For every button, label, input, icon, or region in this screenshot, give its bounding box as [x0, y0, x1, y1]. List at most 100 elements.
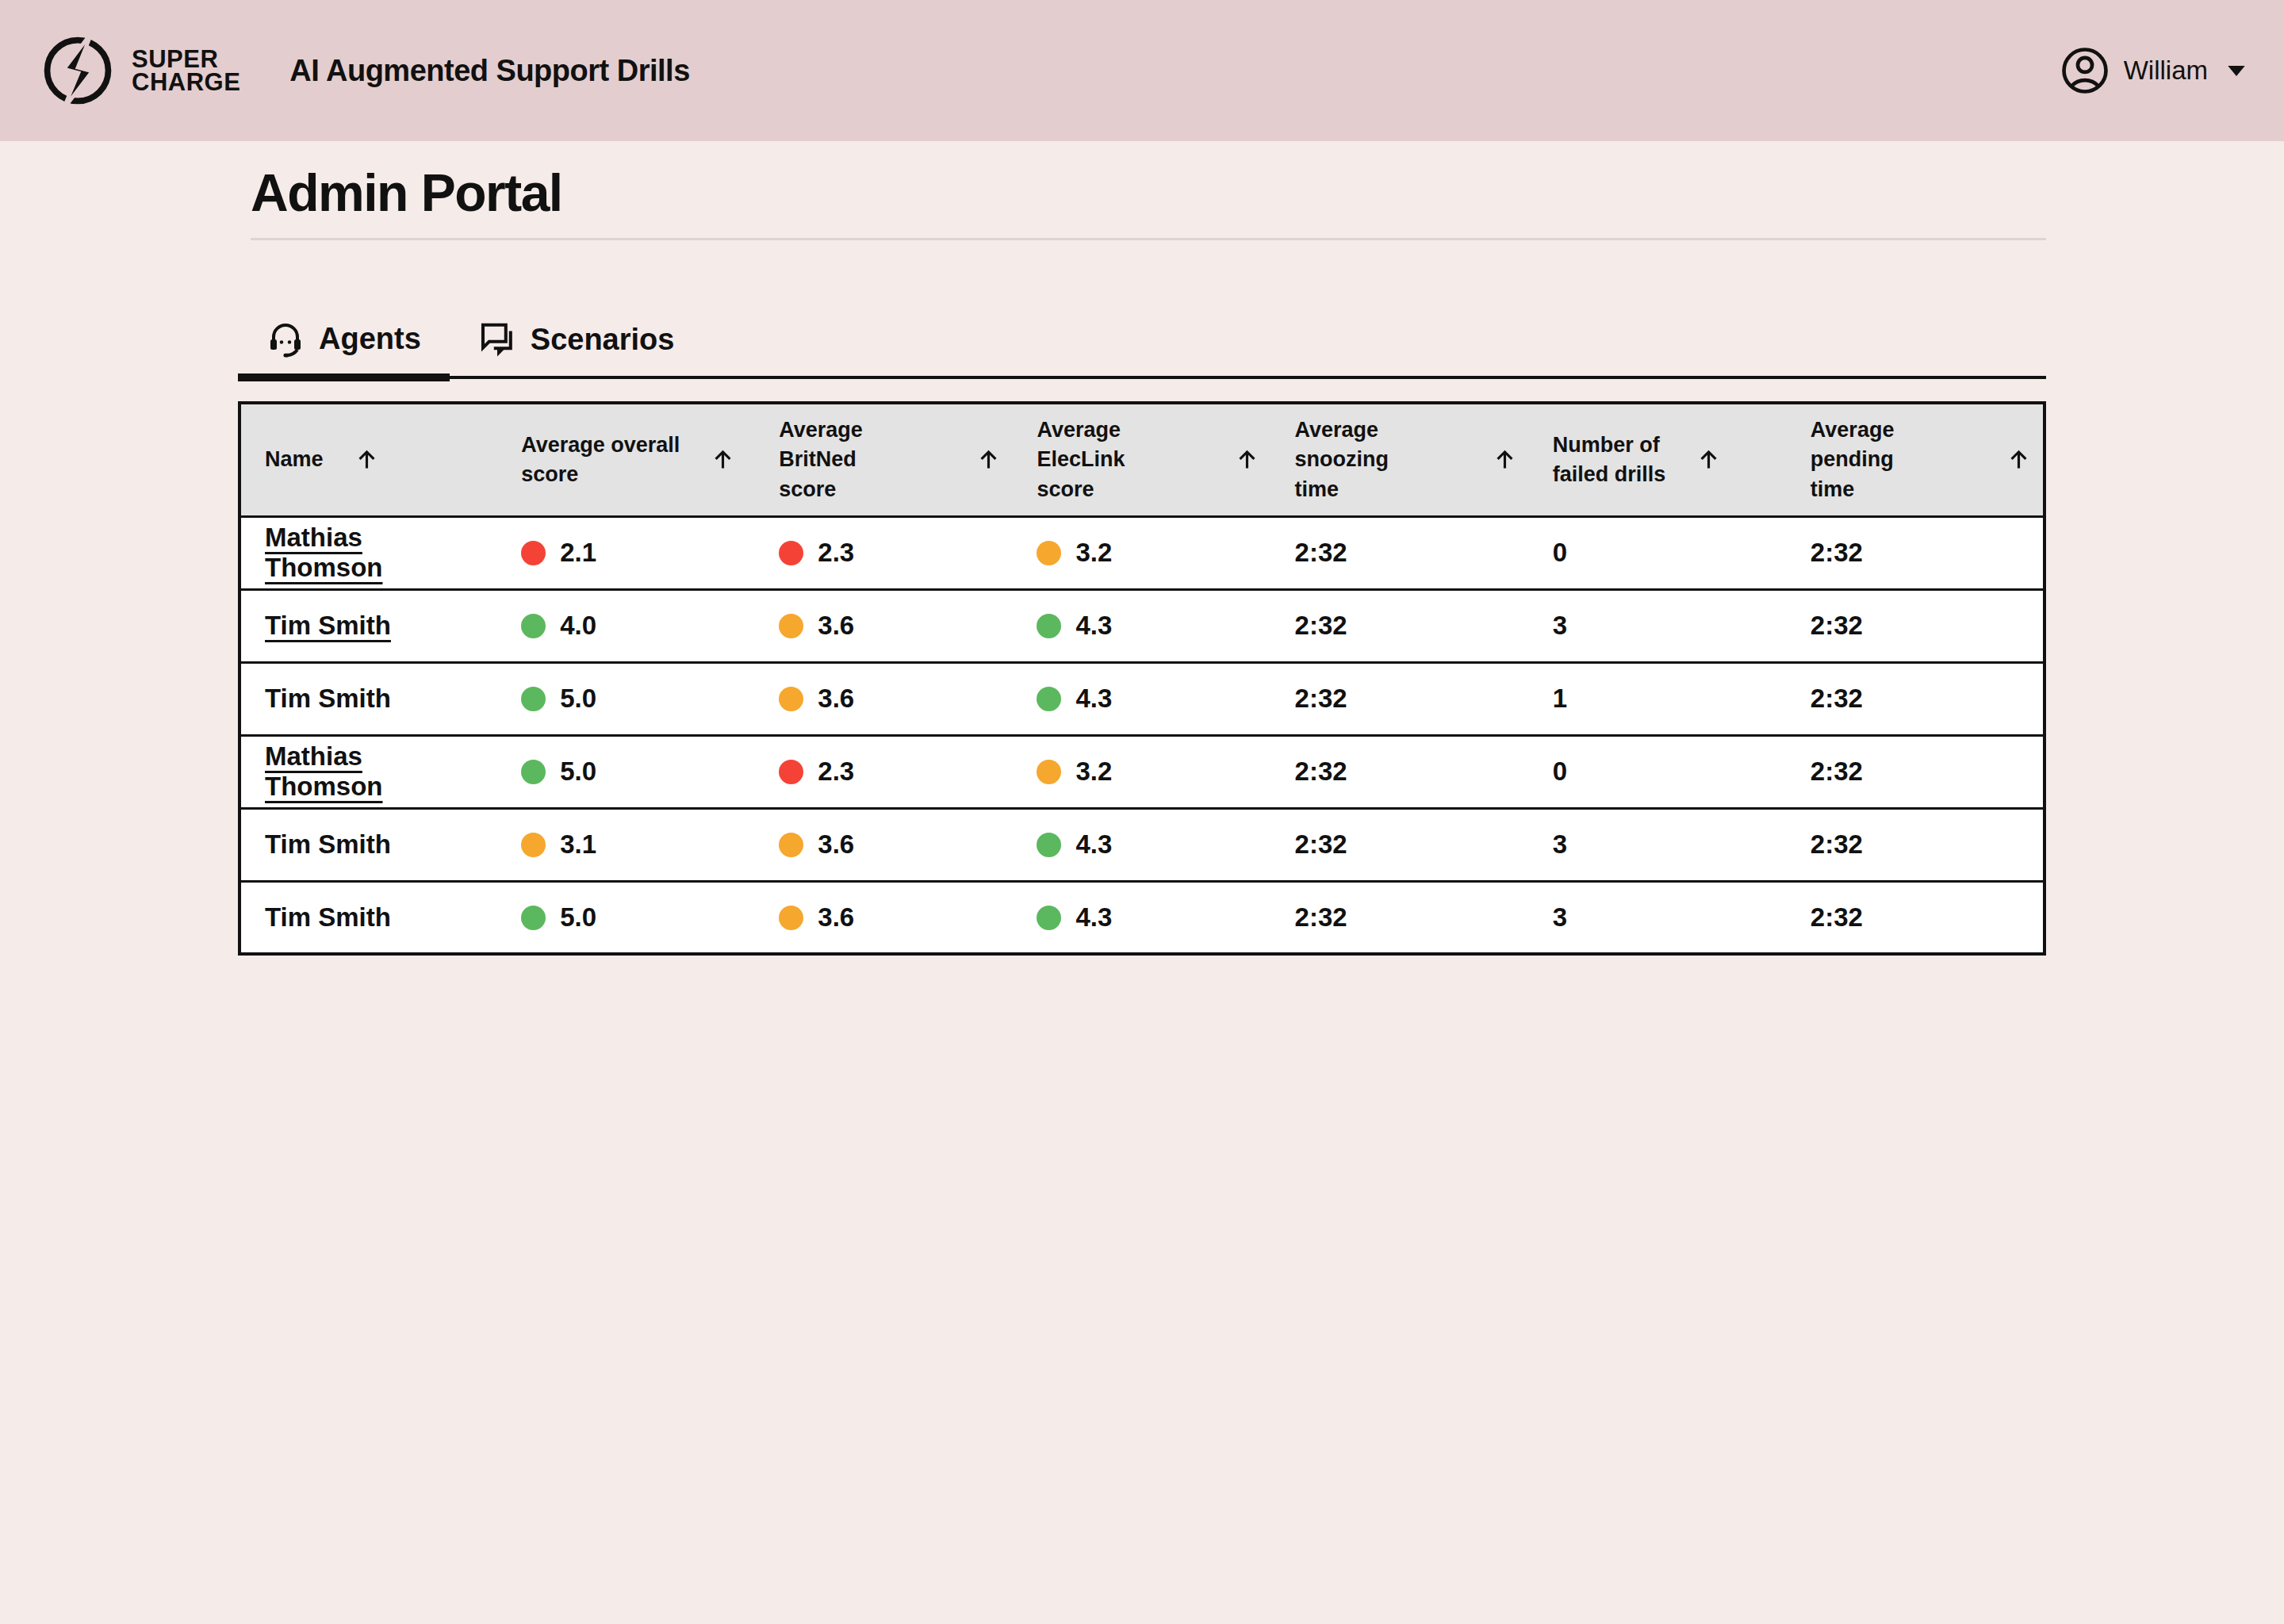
column-label: Number of failed drills: [1553, 431, 1666, 490]
tab-bar: Agents Scenarios: [238, 320, 2046, 379]
sort-arrow-up-icon: [2006, 446, 2032, 473]
overall-score-cell: 4.0: [521, 611, 744, 641]
score-value: 5.0: [560, 684, 596, 714]
agents-table: Name Average overall score Average BritN…: [238, 401, 2046, 956]
tab-scenarios[interactable]: Scenarios: [450, 320, 703, 376]
brand-line1: SUPER: [132, 48, 240, 71]
agent-name: Tim Smith: [265, 684, 391, 714]
failed-drills-cell: 3: [1529, 808, 1787, 881]
status-dot-icon: [521, 906, 546, 930]
chat-icon: [478, 321, 516, 359]
column-label: Average overall score: [521, 431, 680, 490]
column-label: Average BritNed score: [779, 416, 945, 504]
sort-arrow-up-icon: [975, 446, 1002, 473]
brand-line2: CHARGE: [132, 71, 240, 94]
sort-arrow-up-icon: [710, 446, 736, 473]
column-header[interactable]: Number of failed drills: [1529, 403, 1787, 516]
score-value: 4.3: [1075, 902, 1112, 933]
britned-score-cell: 3.6: [779, 829, 1002, 860]
sort-arrow-up-icon: [1696, 446, 1722, 473]
main-content: Admin Portal Agents Scenarios Name Avera…: [0, 167, 2284, 956]
score-value: 3.1: [560, 829, 596, 860]
pending-time-cell: 2:32: [1787, 808, 2044, 881]
brand-logo[interactable]: SUPER CHARGE: [38, 31, 240, 110]
snoozing-time-cell: 2:32: [1271, 735, 1529, 808]
snoozing-time-cell: 2:32: [1271, 516, 1529, 589]
agent-name[interactable]: Mathias Thomson: [265, 523, 486, 583]
column-header[interactable]: Average pending time: [1787, 403, 2044, 516]
column-header[interactable]: Average overall score: [497, 403, 755, 516]
support-agent-icon: [266, 320, 305, 358]
status-dot-icon: [779, 833, 803, 857]
agent-name: Tim Smith: [265, 902, 391, 933]
status-dot-icon: [1037, 906, 1061, 930]
overall-score-cell: 5.0: [521, 902, 744, 933]
overall-score-cell: 3.1: [521, 829, 744, 860]
snoozing-time-cell: 2:32: [1271, 662, 1529, 735]
failed-drills-cell: 0: [1529, 735, 1787, 808]
user-menu[interactable]: William: [2060, 46, 2246, 95]
failed-drills-cell: 3: [1529, 589, 1787, 662]
snoozing-time-cell: 2:32: [1271, 881, 1529, 954]
app-title: AI Augmented Support Drills: [289, 54, 689, 88]
score-value: 3.6: [818, 829, 854, 860]
supercharge-logo-icon: [38, 31, 117, 110]
score-value: 4.3: [1075, 611, 1112, 641]
failed-drills-cell: 1: [1529, 662, 1787, 735]
title-divider: [251, 238, 2046, 240]
status-dot-icon: [521, 614, 546, 638]
agent-name: Tim Smith: [265, 829, 391, 860]
overall-score-cell: 5.0: [521, 756, 744, 787]
britned-score-cell: 2.3: [779, 756, 1002, 787]
column-label: Name: [265, 445, 324, 474]
score-value: 4.0: [560, 611, 596, 641]
column-label: Average pending time: [1811, 416, 1976, 504]
britned-score-cell: 2.3: [779, 538, 1002, 568]
status-dot-icon: [1037, 833, 1061, 857]
pending-time-cell: 2:32: [1787, 516, 2044, 589]
brand-wordmark: SUPER CHARGE: [132, 48, 240, 94]
page-title: Admin Portal: [251, 167, 2046, 219]
eleclink-score-cell: 4.3: [1037, 902, 1259, 933]
pending-time-cell: 2:32: [1787, 662, 2044, 735]
score-value: 4.3: [1075, 829, 1112, 860]
column-label: Average ElecLink score: [1037, 416, 1203, 504]
status-dot-icon: [521, 760, 546, 784]
column-header[interactable]: Average ElecLink score: [1013, 403, 1270, 516]
snoozing-time-cell: 2:32: [1271, 808, 1529, 881]
status-dot-icon: [1037, 614, 1061, 638]
score-value: 5.0: [560, 756, 596, 787]
column-header[interactable]: Name: [240, 403, 497, 516]
column-header[interactable]: Average BritNed score: [755, 403, 1013, 516]
agents-table-body: Mathias Thomson 2.1 2.3 3.2 2:32 0 2:32 …: [240, 516, 2044, 954]
eleclink-score-cell: 3.2: [1037, 756, 1259, 787]
score-value: 3.6: [818, 684, 854, 714]
status-dot-icon: [1037, 541, 1061, 565]
agent-row: Mathias Thomson 5.0 2.3 3.2 2:32 0 2:32: [240, 735, 2044, 808]
score-value: 2.3: [818, 538, 854, 568]
score-value: 3.6: [818, 611, 854, 641]
account-circle-icon: [2060, 46, 2110, 95]
status-dot-icon: [779, 541, 803, 565]
agent-name[interactable]: Mathias Thomson: [265, 741, 486, 802]
status-dot-icon: [521, 833, 546, 857]
agents-table-header: Name Average overall score Average BritN…: [240, 403, 2044, 516]
user-name: William: [2124, 56, 2208, 86]
status-dot-icon: [521, 687, 546, 711]
tab-agents[interactable]: Agents: [238, 320, 450, 381]
sort-arrow-up-icon: [1234, 446, 1260, 473]
britned-score-cell: 3.6: [779, 611, 1002, 641]
score-value: 3.6: [818, 902, 854, 933]
sort-arrow-up-icon: [354, 446, 380, 473]
tab-label: Scenarios: [531, 323, 675, 357]
topbar: SUPER CHARGE AI Augmented Support Drills…: [0, 0, 2284, 141]
pending-time-cell: 2:32: [1787, 589, 2044, 662]
agent-name[interactable]: Tim Smith: [265, 611, 391, 641]
failed-drills-cell: 3: [1529, 881, 1787, 954]
status-dot-icon: [1037, 760, 1061, 784]
overall-score-cell: 5.0: [521, 684, 744, 714]
eleclink-score-cell: 3.2: [1037, 538, 1259, 568]
header-row: Name Average overall score Average BritN…: [240, 403, 2044, 516]
column-header[interactable]: Average snoozing time: [1271, 403, 1529, 516]
agent-row: Mathias Thomson 2.1 2.3 3.2 2:32 0 2:32: [240, 516, 2044, 589]
